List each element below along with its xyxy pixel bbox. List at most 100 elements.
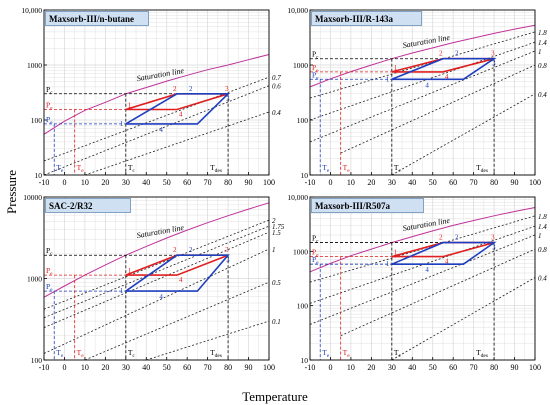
plot-frame xyxy=(43,9,270,176)
blue-cycle xyxy=(125,254,230,292)
x-tick-label: 30 xyxy=(388,178,396,187)
blue-point-2: 2 xyxy=(455,234,459,242)
isostere-line xyxy=(84,281,270,361)
saturation-line xyxy=(43,54,270,135)
label-pc: Pc xyxy=(46,85,53,96)
x-tick-label: 100 xyxy=(263,363,275,372)
blue-point-3: 3 xyxy=(226,256,230,264)
y-tick-label: 10,000 xyxy=(287,6,308,15)
chart-title-box xyxy=(311,11,422,26)
x-tick-label: 0 xyxy=(328,178,332,187)
x-tick-label: 40 xyxy=(408,363,416,372)
blue-point-1: 1 xyxy=(120,120,124,128)
isostere-line xyxy=(43,248,270,354)
y-tick-label: 1000 xyxy=(293,61,308,70)
chart-title-box xyxy=(311,198,424,213)
red-point-3: 3 xyxy=(491,50,495,58)
x-tick-label: 20 xyxy=(367,178,375,187)
x-tick-label: 100 xyxy=(263,178,275,187)
label-tdes: Tdes xyxy=(210,163,222,174)
x-tick-label: 60 xyxy=(449,363,457,372)
y-tick-label: 100 xyxy=(297,302,309,311)
label-pe-red: Pe xyxy=(46,101,53,112)
x-tick-label: 30 xyxy=(122,178,130,187)
y-tick-label: 100 xyxy=(31,116,43,125)
isostere-label: 1 xyxy=(538,232,542,240)
isostere-label: 1.4 xyxy=(538,39,547,47)
x-tick-label: 10 xyxy=(81,178,89,187)
label-pe-red: Pe xyxy=(46,266,53,277)
label-te-red: Te xyxy=(343,348,351,359)
label-tdes: Tdes xyxy=(476,163,488,174)
label-pe-blue: Pe xyxy=(46,282,53,293)
x-tick-label: 70 xyxy=(470,178,478,187)
saturation-line xyxy=(43,202,270,298)
label-pe-blue: Pe xyxy=(46,115,53,126)
x-tick-label: 0 xyxy=(62,363,66,372)
blue-point-3: 3 xyxy=(226,95,230,103)
isostere-label: 1.5 xyxy=(272,229,281,237)
label-pc: Pc xyxy=(312,50,319,61)
isostere-label: 1 xyxy=(538,48,542,56)
label-tdes: Tdes xyxy=(210,348,222,359)
red-point-1: 1 xyxy=(128,267,132,275)
isostere-line xyxy=(43,85,270,176)
x-tick-label: 80 xyxy=(490,363,498,372)
x-tick-label: 100 xyxy=(529,363,541,372)
x-tick-label: 10 xyxy=(81,363,89,372)
y-tick-label: 1000 xyxy=(293,247,308,256)
x-tick-label: 90 xyxy=(245,363,253,372)
x-tick-label: -10 xyxy=(39,178,50,187)
blue-point-4: 4 xyxy=(159,126,163,134)
isostere-label: 0.5 xyxy=(272,279,281,287)
red-point-3: 3 xyxy=(225,246,229,254)
label-te-red: Te xyxy=(343,163,351,174)
red-point-4: 4 xyxy=(445,73,449,81)
x-tick-label: -10 xyxy=(305,363,316,372)
y-tick-label: 100 xyxy=(31,356,43,365)
isostere-label: 1 xyxy=(272,246,276,254)
blue-point-4: 4 xyxy=(425,266,429,274)
isostere-label: 0.4 xyxy=(272,109,281,117)
x-tick-label: 20 xyxy=(101,178,109,187)
blue-point-4: 4 xyxy=(425,81,429,89)
isostere-label: 0.8 xyxy=(538,62,547,70)
plot-frame xyxy=(309,196,536,361)
blue-point-1: 1 xyxy=(386,260,390,268)
isostere-label: 1.8 xyxy=(538,213,547,221)
x-tick-label: 60 xyxy=(449,178,457,187)
isostere-line xyxy=(309,31,536,99)
chart-title: Maxsorb-III/R-143a xyxy=(315,14,393,24)
isostere-label: 0.7 xyxy=(272,74,281,82)
x-tick-label: 40 xyxy=(142,363,150,372)
y-tick-label: 10,000 xyxy=(21,6,42,15)
label-te-blue: Te xyxy=(56,163,64,174)
y-tick-label: 1000 xyxy=(27,275,42,284)
y-tick-label: 10 xyxy=(301,356,309,365)
blue-point-2: 2 xyxy=(455,50,459,58)
isostere-line xyxy=(43,76,270,162)
blue-cycle xyxy=(391,57,497,81)
x-tick-label: 0 xyxy=(328,363,332,372)
label-te-blue: Te xyxy=(322,163,330,174)
red-point-4: 4 xyxy=(179,111,183,119)
x-tick-label: 90 xyxy=(511,363,519,372)
isostere-label: 2 xyxy=(272,217,276,225)
chart-title: SAC-2/R32 xyxy=(49,201,93,211)
x-tick-label: 70 xyxy=(204,178,212,187)
label-tc: Tc xyxy=(128,163,136,174)
label-pe-blue: Pe xyxy=(312,70,319,81)
x-tick-label: 50 xyxy=(163,363,171,372)
isostere-line xyxy=(391,93,536,176)
isostere-label: 0.6 xyxy=(272,83,281,91)
isostere-line xyxy=(309,234,536,325)
plot-frame xyxy=(309,9,536,176)
red-point-3: 3 xyxy=(225,85,229,93)
x-tick-label: 90 xyxy=(245,178,253,187)
label-te-red: Te xyxy=(77,163,85,174)
red-point-2: 2 xyxy=(439,234,443,242)
